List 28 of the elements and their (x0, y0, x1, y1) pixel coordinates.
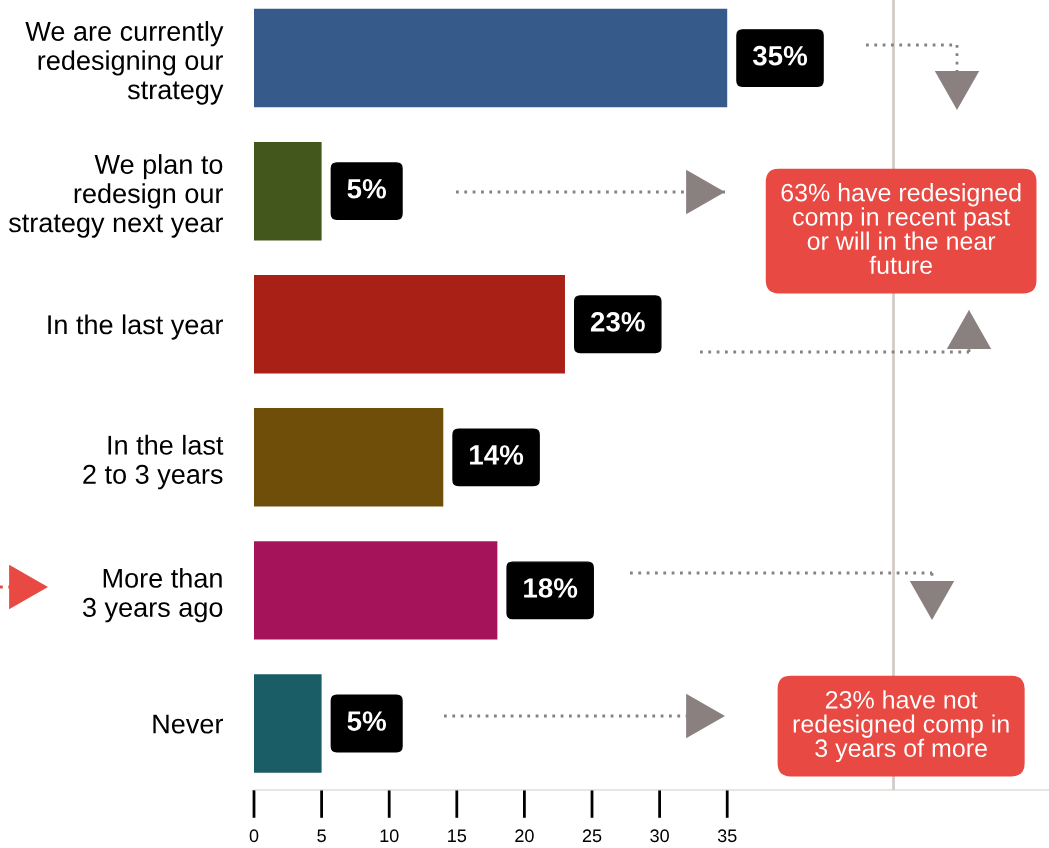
y-tick-label: We are currently redesigning our strategy (25, 21, 224, 105)
y-tick-label: We plan to redesign our strategy next year (8, 154, 224, 238)
data-label: 18% (524, 578, 578, 598)
bar (254, 541, 498, 640)
x-tick-label: 15 (448, 829, 467, 843)
bar (254, 8, 728, 108)
y-tick-label: More than 3 years ago (82, 567, 223, 623)
x-tick-label: 5 (317, 829, 326, 843)
x-tick-label: 35 (717, 829, 737, 843)
bar (254, 274, 565, 374)
bar (254, 408, 444, 507)
annotation: 63% have redesigned comp in recent past or will in the near future (781, 183, 1021, 275)
y-tick-label: In the last year (48, 314, 224, 340)
y-tick-label: Never (153, 714, 223, 734)
x-tick-label: 0 (249, 829, 259, 843)
x-tick-label: 25 (582, 829, 602, 843)
x-tick-label: 10 (380, 829, 399, 843)
data-label: 14% (470, 445, 524, 465)
x-tick-label: 30 (650, 829, 669, 843)
bar (254, 141, 322, 241)
data-label: 23% (590, 312, 645, 332)
y-tick-label: In the last 2 to 3 years (83, 434, 224, 490)
bar (254, 674, 322, 773)
x-tick-label: 20 (515, 829, 534, 843)
data-label: 5% (347, 711, 387, 731)
data-label: 35% (752, 45, 808, 66)
data-label: 5% (347, 179, 387, 199)
annotation: 23% have not redesigned comp in 3 years of more (793, 690, 1009, 762)
